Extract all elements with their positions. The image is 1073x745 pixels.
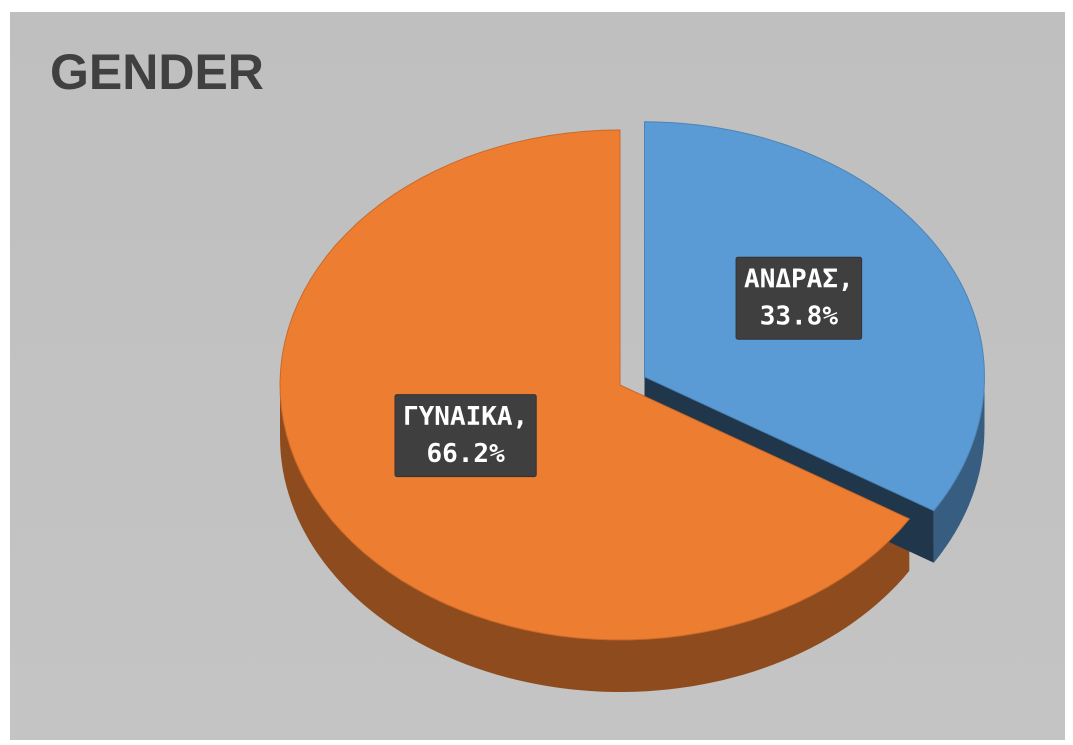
label-category: ΓΥΝΑΙΚΑ, xyxy=(403,402,528,432)
data-label: ΓΥΝΑΙΚΑ, 66.2% xyxy=(394,394,537,478)
label-box xyxy=(394,394,537,478)
pie: ΑΝΔΡΑΣ, 33.8% ΓΥΝΑΙΚΑ, 66.2% xyxy=(279,121,985,692)
chart-title: GENDER xyxy=(50,44,264,100)
slice-side xyxy=(933,376,985,563)
label-box xyxy=(735,256,863,340)
label-value: 66.2% xyxy=(426,439,505,469)
label-category: ΑΝΔΡΑΣ, xyxy=(744,265,854,295)
slice xyxy=(279,129,911,641)
data-label: ΑΝΔΡΑΣ, 33.8% xyxy=(735,256,863,340)
slice-side xyxy=(280,385,910,692)
label-value: 33.8% xyxy=(760,302,839,332)
